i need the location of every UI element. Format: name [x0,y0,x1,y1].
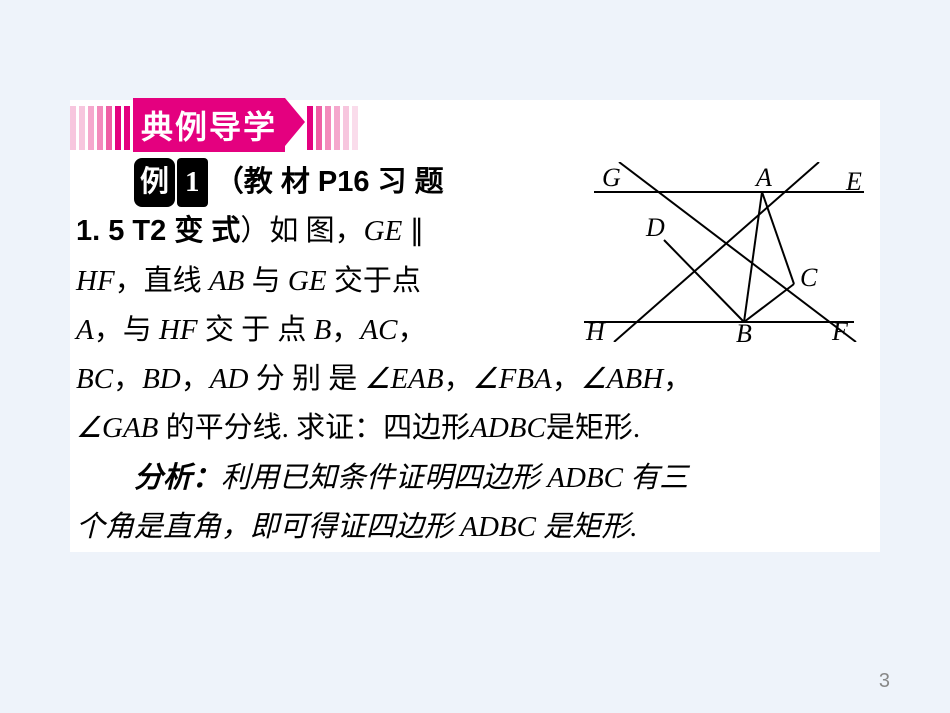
variant-label: 变 式 [174,215,240,247]
label-C: C [800,263,818,292]
label-G: G [602,163,621,192]
comma3: ， [113,363,142,395]
header-bar [343,106,349,150]
ad-text: AD [210,363,249,395]
header-row: 典例导学 [70,100,880,150]
header-bar [352,106,358,150]
label-A: A [754,163,772,192]
ac-text: AC [360,314,397,346]
header-bar [97,106,103,150]
example-label: 例 [134,158,175,207]
header-bars-left [70,100,133,150]
problem-text-3: 与 [244,265,288,297]
problem-text-5: ，与 [94,314,159,346]
label-D: D [645,213,665,242]
analysis-text1: 利用已知条件证明四边形 [221,462,547,494]
analysis-text2: 有三 [623,462,688,494]
hf-text: HF [76,265,115,297]
problem-text-1: ）如 图， [240,215,363,247]
comma5: ， [444,363,473,395]
problem-text-8: 的平分线. 求证：四边形 [158,412,470,444]
section-title: 典例导学 [133,98,285,152]
bc-text: BC [76,363,113,395]
header-bar [307,106,313,150]
source-suffix: 习 题 [370,166,444,198]
bd-text: BD [142,363,181,395]
problem-text: G A E D C H B F 例1 （教 材 P16 习 题 1. 5 T2 … [70,158,880,552]
b-text: B [314,314,332,346]
adbc-text: ADBC [470,412,546,444]
angle-fba: ∠FBA [473,363,552,395]
angle-eab: ∠EAB [364,363,443,395]
header-bar [316,106,322,150]
header-bar [124,106,130,150]
problem-text-4: 交于点 [327,265,421,297]
comma7: ， [663,363,692,395]
content-panel: 典例导学 G A E D [70,100,880,552]
problem-text-2: ，直线 [115,265,209,297]
header-bar [79,106,85,150]
problem-text-6: 交 于 点 [198,314,314,346]
analysis-text4: 是矩形. [536,511,638,543]
label-B: B [736,319,752,342]
header-bar [325,106,331,150]
angle-gab: ∠GAB [76,412,158,444]
source-prefix: （教 材 [215,166,318,198]
source-line2: 1. 5 T2 [76,215,174,247]
comma4: ， [181,363,210,395]
problem-text-9: 是矩形. [546,412,640,444]
label-E: E [845,167,862,196]
label-F: F [831,317,849,342]
angle-abh: ∠ABH [581,363,663,395]
ab-text: AB [209,265,244,297]
header-bar [115,106,121,150]
label-H: H [585,317,606,342]
analysis-adbc2: ADBC [460,511,536,543]
comma6: ， [552,363,581,395]
page-number: 3 [879,670,890,693]
geometry-diagram: G A E D C H B F [584,162,874,342]
example-number: 1 [177,158,208,207]
header-bar [106,106,112,150]
hf2-text: HF [159,314,198,346]
comma1: ， [331,314,360,346]
source-ref: P16 [318,166,370,198]
header-bars-right [307,100,361,150]
header-bar [88,106,94,150]
parallel-symbol: ∥ [402,215,424,247]
header-bar [334,106,340,150]
problem-text-7: 分 别 是 [248,363,364,395]
analysis-adbc1: ADBC [547,462,623,494]
ge2-text: GE [288,265,327,297]
comma2: ， [397,314,426,346]
header-bar [70,106,76,150]
ge-text: GE [364,215,403,247]
analysis-label: 分析： [134,462,221,494]
analysis-text3: 个角是直角，即可得证四边形 [76,511,460,543]
a-text: A [76,314,94,346]
